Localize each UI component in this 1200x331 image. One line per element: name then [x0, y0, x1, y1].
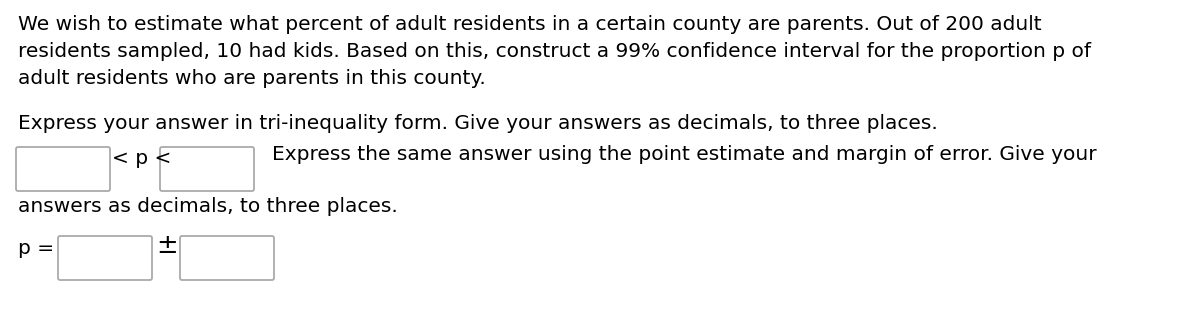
- FancyBboxPatch shape: [160, 147, 254, 191]
- Text: Express your answer in tri-inequality form. Give your answers as decimals, to th: Express your answer in tri-inequality fo…: [18, 114, 937, 133]
- FancyBboxPatch shape: [16, 147, 110, 191]
- Text: residents sampled, 10 had kids. Based on this, construct a 99% confidence interv: residents sampled, 10 had kids. Based on…: [18, 42, 1091, 61]
- Text: Express the same answer using the point estimate and margin of error. Give your: Express the same answer using the point …: [272, 145, 1097, 164]
- Text: We wish to estimate what percent of adult residents in a certain county are pare: We wish to estimate what percent of adul…: [18, 15, 1042, 34]
- FancyBboxPatch shape: [58, 236, 152, 280]
- Text: p =: p =: [18, 239, 54, 258]
- Text: answers as decimals, to three places.: answers as decimals, to three places.: [18, 197, 397, 216]
- Text: < p <: < p <: [112, 150, 172, 168]
- FancyBboxPatch shape: [180, 236, 274, 280]
- Text: adult residents who are parents in this county.: adult residents who are parents in this …: [18, 69, 486, 88]
- Text: ±: ±: [156, 233, 178, 259]
